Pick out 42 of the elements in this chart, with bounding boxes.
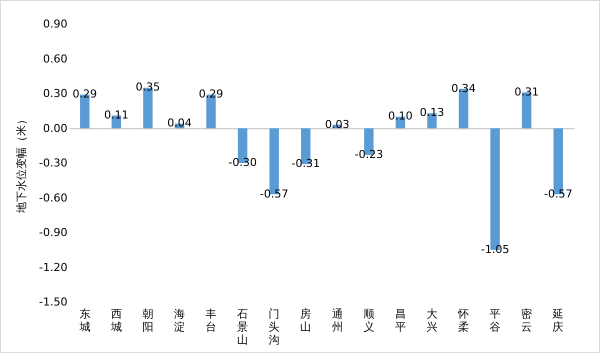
y-tick-label: -0.30 bbox=[39, 156, 68, 170]
y-tick-label: -0.60 bbox=[39, 191, 68, 204]
y-tick-label: 0.30 bbox=[43, 87, 68, 100]
data-label: 0.03 bbox=[325, 118, 350, 131]
data-label: 0.29 bbox=[198, 88, 224, 101]
x-tick-label: 丰台 bbox=[206, 308, 217, 334]
data-label: 0.31 bbox=[514, 85, 539, 98]
x-tick-label: 怀柔 bbox=[457, 308, 470, 334]
x-tick-label: 大兴 bbox=[426, 308, 438, 334]
data-label: 0.04 bbox=[167, 116, 192, 130]
data-label: -0.31 bbox=[291, 157, 320, 170]
x-tick-label: 昌平 bbox=[394, 308, 406, 334]
data-label: -0.23 bbox=[354, 148, 384, 161]
data-label: -0.57 bbox=[260, 187, 288, 200]
data-label: -0.30 bbox=[228, 156, 257, 169]
x-tick-label: 延庆 bbox=[552, 308, 564, 334]
y-tick-label: -1.20 bbox=[39, 260, 68, 274]
y-tick-label: -1.50 bbox=[39, 296, 68, 308]
x-tick-label: 平谷 bbox=[490, 308, 501, 334]
x-tick-label: 海淀 bbox=[174, 308, 185, 334]
y-tick-label: 0.60 bbox=[43, 52, 68, 66]
data-label: 0.13 bbox=[420, 106, 444, 120]
y-axis-title: 地下水位变幅（米） bbox=[15, 114, 28, 214]
x-tick-label: 石景山 bbox=[237, 308, 248, 346]
x-tick-label: 门头沟 bbox=[268, 308, 280, 346]
y-tick-label: 0.90 bbox=[43, 18, 68, 30]
x-tick-label: 通州 bbox=[332, 308, 343, 334]
data-label: 0.10 bbox=[388, 110, 413, 123]
data-label: 0.34 bbox=[451, 82, 476, 95]
x-tick-label: 房山 bbox=[300, 308, 312, 334]
x-tick-label: 顺义 bbox=[363, 308, 374, 334]
y-tick-label: -0.90 bbox=[39, 226, 68, 239]
data-label: -1.05 bbox=[480, 242, 510, 256]
x-tick-label: 东城 bbox=[78, 308, 90, 334]
y-tick-label: 0.00 bbox=[43, 122, 68, 135]
x-tick-label: 朝阳 bbox=[142, 308, 154, 334]
x-tick-label: 密云 bbox=[521, 308, 532, 334]
data-label: -0.57 bbox=[544, 187, 572, 200]
data-label: 0.11 bbox=[104, 108, 129, 122]
x-tick-label: 西城 bbox=[110, 308, 122, 334]
data-label: 0.35 bbox=[136, 80, 160, 94]
data-label: 0.29 bbox=[72, 88, 98, 101]
